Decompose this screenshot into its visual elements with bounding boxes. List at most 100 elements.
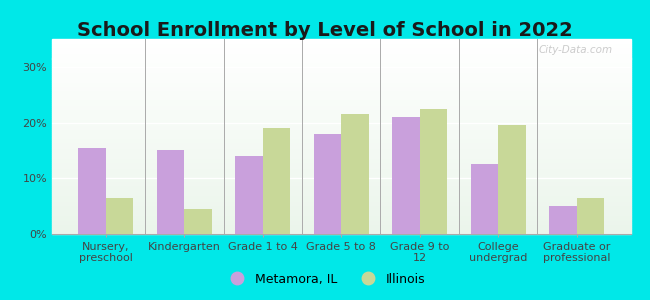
Bar xyxy=(52,45,630,47)
Bar xyxy=(499,125,526,234)
Bar xyxy=(52,76,630,78)
Bar xyxy=(52,217,630,218)
Bar xyxy=(52,39,630,41)
Bar xyxy=(52,92,630,94)
Bar xyxy=(78,148,106,234)
Bar xyxy=(52,164,630,166)
Bar xyxy=(52,158,630,160)
Legend: Metamora, IL, Illinois: Metamora, IL, Illinois xyxy=(220,268,430,291)
Bar xyxy=(52,201,630,203)
Bar xyxy=(52,56,630,58)
Bar xyxy=(263,128,291,234)
Bar xyxy=(157,150,184,234)
Bar xyxy=(52,109,630,111)
Bar xyxy=(52,189,630,191)
Bar xyxy=(52,80,630,82)
Bar xyxy=(52,224,630,226)
Bar xyxy=(52,51,630,52)
Bar xyxy=(52,41,630,43)
Bar xyxy=(52,183,630,185)
Bar xyxy=(52,98,630,100)
Bar xyxy=(52,78,630,80)
Bar xyxy=(52,111,630,113)
Bar xyxy=(52,74,630,76)
Bar xyxy=(52,222,630,224)
Bar xyxy=(52,134,630,136)
Bar xyxy=(52,62,630,64)
Bar xyxy=(52,166,630,168)
Bar xyxy=(52,187,630,189)
Bar xyxy=(52,129,630,130)
Bar xyxy=(52,207,630,209)
Bar xyxy=(52,58,630,60)
Bar xyxy=(52,150,630,152)
Bar xyxy=(52,64,630,66)
Bar xyxy=(392,117,420,234)
Bar xyxy=(52,230,630,232)
Bar xyxy=(52,177,630,179)
Bar xyxy=(52,142,630,144)
Text: School Enrollment by Level of School in 2022: School Enrollment by Level of School in … xyxy=(77,21,573,40)
Bar xyxy=(52,146,630,148)
Bar xyxy=(52,101,630,103)
Bar xyxy=(52,148,630,150)
Bar xyxy=(52,209,630,211)
Bar xyxy=(52,181,630,183)
Bar xyxy=(52,84,630,86)
Bar xyxy=(52,86,630,88)
Bar xyxy=(52,139,630,140)
Bar xyxy=(52,197,630,199)
Bar xyxy=(52,173,630,175)
Bar xyxy=(52,232,630,234)
Bar xyxy=(52,205,630,207)
Bar xyxy=(52,160,630,162)
Bar xyxy=(52,107,630,109)
Bar xyxy=(52,152,630,154)
Bar xyxy=(577,198,604,234)
Bar xyxy=(235,156,263,234)
Bar xyxy=(52,133,630,134)
Bar xyxy=(52,115,630,117)
Bar xyxy=(52,193,630,195)
Bar xyxy=(52,105,630,107)
Bar xyxy=(52,82,630,84)
Bar xyxy=(52,170,630,172)
Bar xyxy=(52,144,630,146)
Bar xyxy=(52,117,630,119)
Bar xyxy=(341,114,369,234)
Bar xyxy=(52,119,630,121)
Bar xyxy=(52,95,630,98)
Bar xyxy=(52,203,630,205)
Bar xyxy=(52,154,630,156)
Bar xyxy=(52,55,630,56)
Bar xyxy=(52,125,630,127)
Bar xyxy=(106,198,133,234)
Bar xyxy=(52,49,630,51)
Bar xyxy=(52,90,630,92)
Bar xyxy=(52,220,630,222)
Bar xyxy=(52,70,630,72)
Bar xyxy=(52,43,630,45)
Bar xyxy=(52,226,630,228)
Bar xyxy=(52,103,630,105)
Bar xyxy=(52,66,630,68)
Bar xyxy=(52,218,630,220)
Bar xyxy=(52,191,630,193)
Bar xyxy=(52,211,630,212)
Bar xyxy=(52,123,630,125)
Bar xyxy=(52,61,630,62)
Bar xyxy=(52,131,630,133)
Bar xyxy=(52,214,630,217)
Bar xyxy=(52,176,630,177)
Bar xyxy=(549,206,577,234)
Bar xyxy=(52,168,630,169)
Bar xyxy=(52,47,630,49)
Bar xyxy=(52,195,630,197)
Bar xyxy=(471,164,499,234)
Bar xyxy=(52,136,630,138)
Bar xyxy=(52,88,630,90)
Bar xyxy=(52,212,630,214)
Bar xyxy=(52,162,630,164)
Bar xyxy=(52,99,630,101)
Bar xyxy=(52,228,630,230)
